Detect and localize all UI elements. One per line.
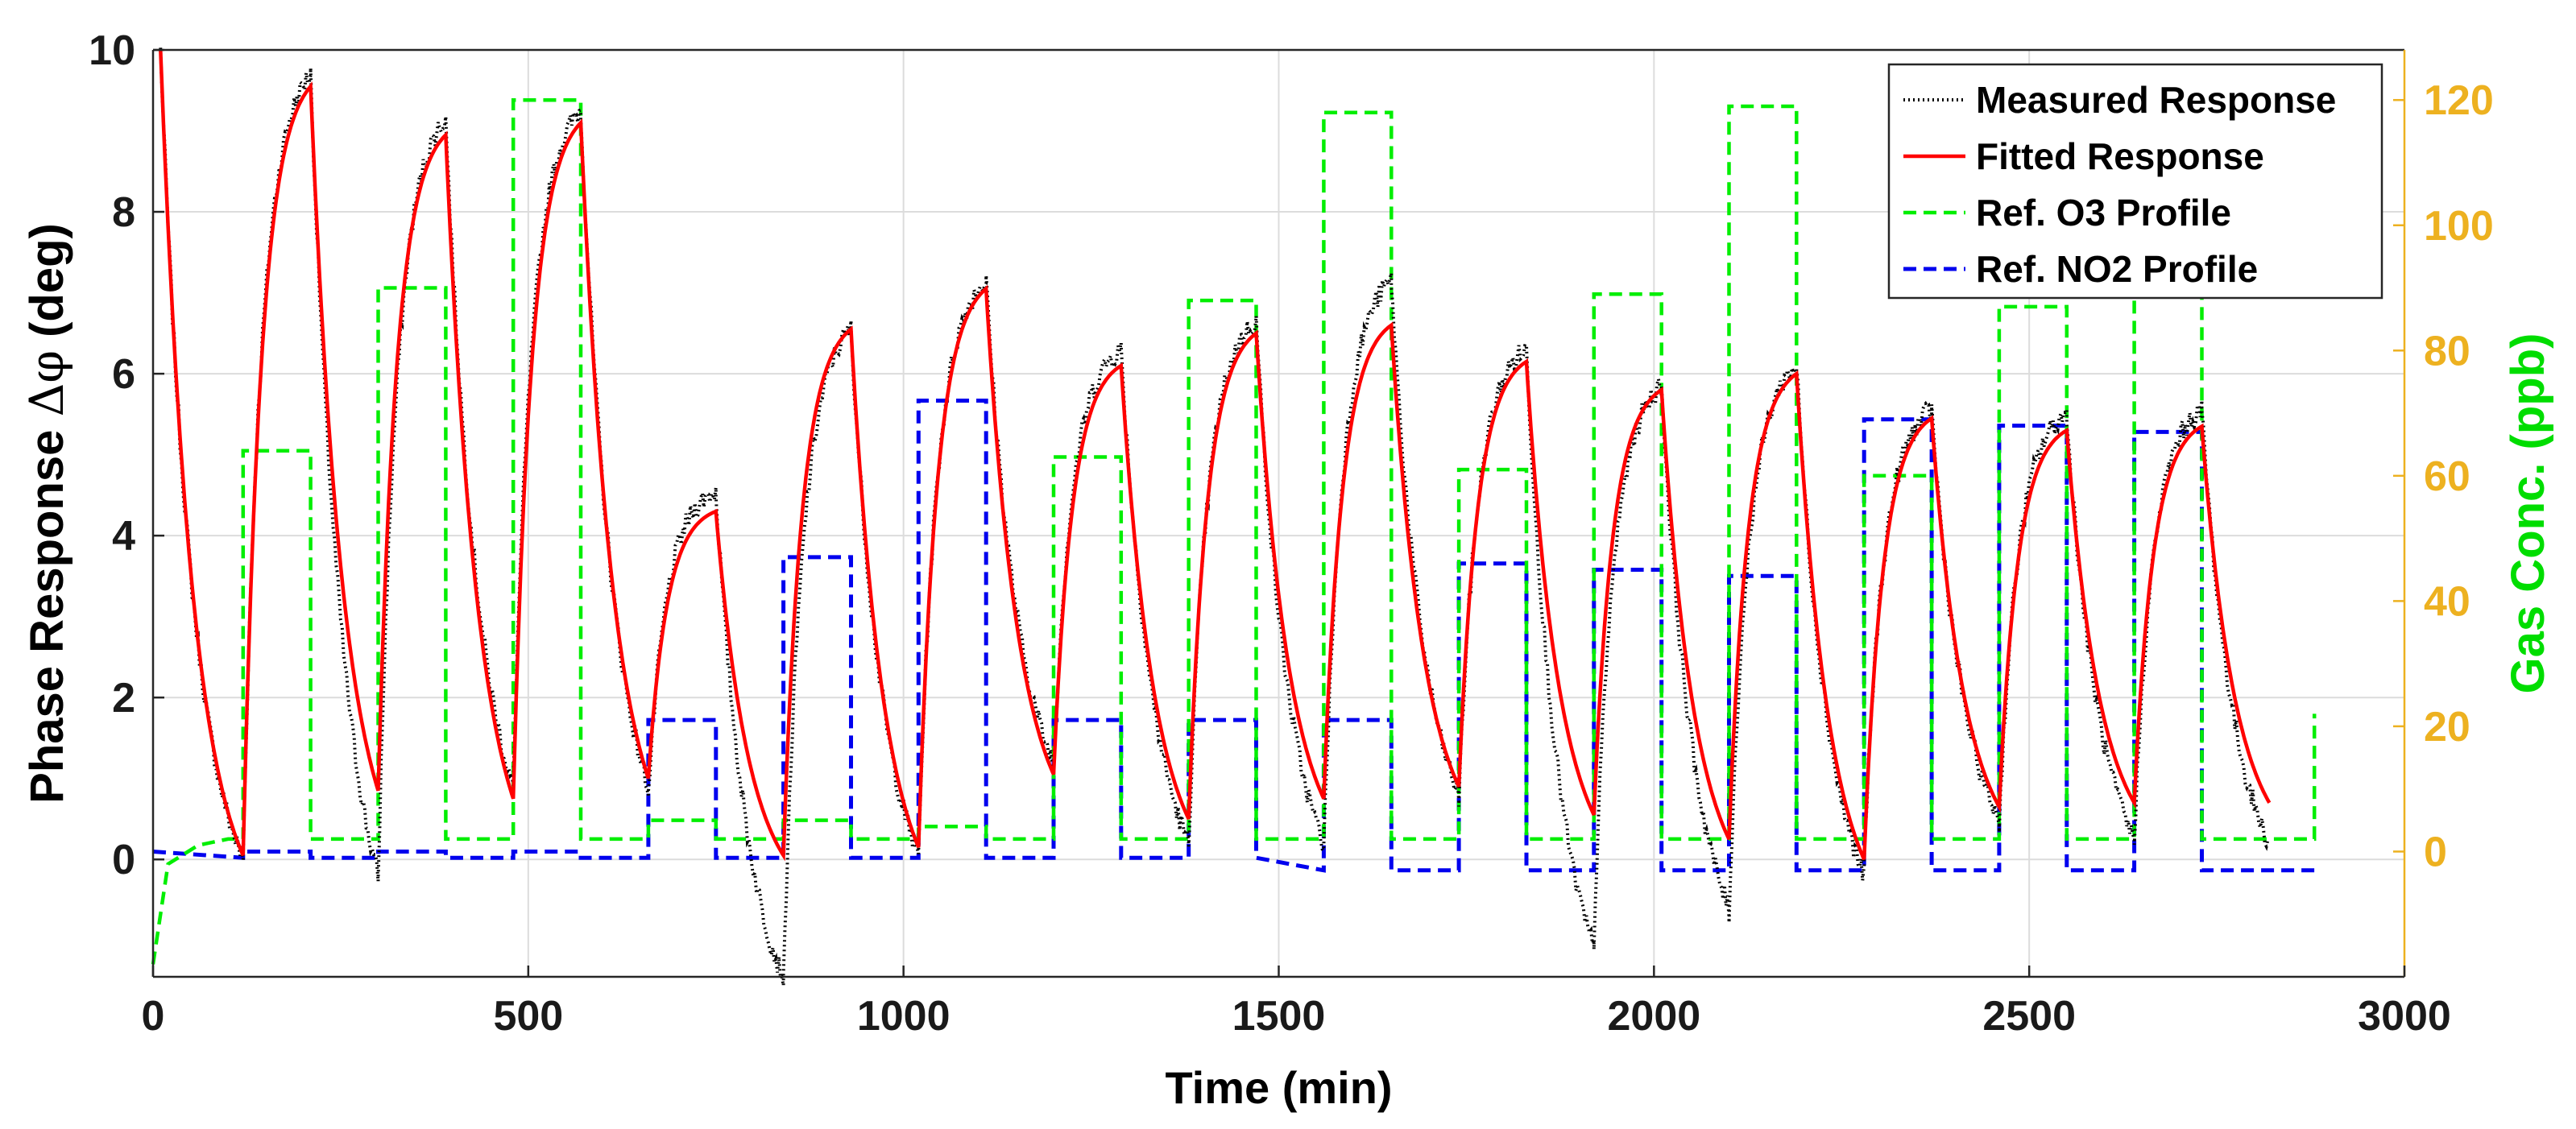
legend-label-fitted: Fitted Response [1976,135,2264,177]
x-tick-label: 1500 [1232,993,1326,1040]
y-right-tick-label: 100 [2424,203,2494,250]
axes: 0 500 1000 1500 2000 2500 30000246810020406080… [19,27,2554,1113]
y-left-tick-label: 0 [112,837,135,883]
y-left-tick-label: 4 [112,513,135,560]
x-tick-label: 1000 [857,993,950,1040]
series-layer [151,48,2317,986]
y-left-tick-label: 6 [112,351,135,398]
series-no2-profile [152,399,2315,873]
y-left-tick-label: 10 [89,27,135,74]
legend-label-no2: Ref. NO2 Profile [1976,248,2258,290]
legend: Measured Response Fitted Response Ref. O3 … [1887,63,2383,300]
x-tick-label: 3000 [2358,993,2451,1040]
series-fitted-response [159,49,2272,862]
x-tick-label: 0 [142,993,165,1040]
y-axis-left-label: Phase Response Δφ (deg) [19,223,74,804]
y-right-tick-label: 60 [2424,453,2470,500]
series-o3-profile [151,97,2317,965]
y-right-tick-label: 40 [2424,578,2470,625]
y-axis-left-label-symbol: Δφ [19,350,74,417]
y-axis-left-label-text: Phase Response [21,417,73,804]
y-right-tick-label: 0 [2424,829,2447,875]
y-right-tick-label: 120 [2424,77,2494,124]
y-axis-left-label-unit: (deg) [21,223,73,350]
legend-label-o3: Ref. O3 Profile [1976,192,2231,234]
x-axis-label: Time (min) [1165,1062,1392,1113]
legend-box [1887,63,2383,300]
x-tick-label: 500 [493,993,563,1040]
legend-label-measured: Measured Response [1976,79,2336,121]
y-right-tick-label: 20 [2424,704,2470,751]
x-tick-label: 2500 [1982,993,2076,1040]
x-tick-label: 2000 [1607,993,1700,1040]
y-right-tick-label: 80 [2424,328,2470,374]
y-left-tick-label: 8 [112,189,135,236]
y-axis-right-label: Gas Conc. (ppb) [2502,333,2554,694]
y-left-tick-label: 2 [112,675,135,722]
